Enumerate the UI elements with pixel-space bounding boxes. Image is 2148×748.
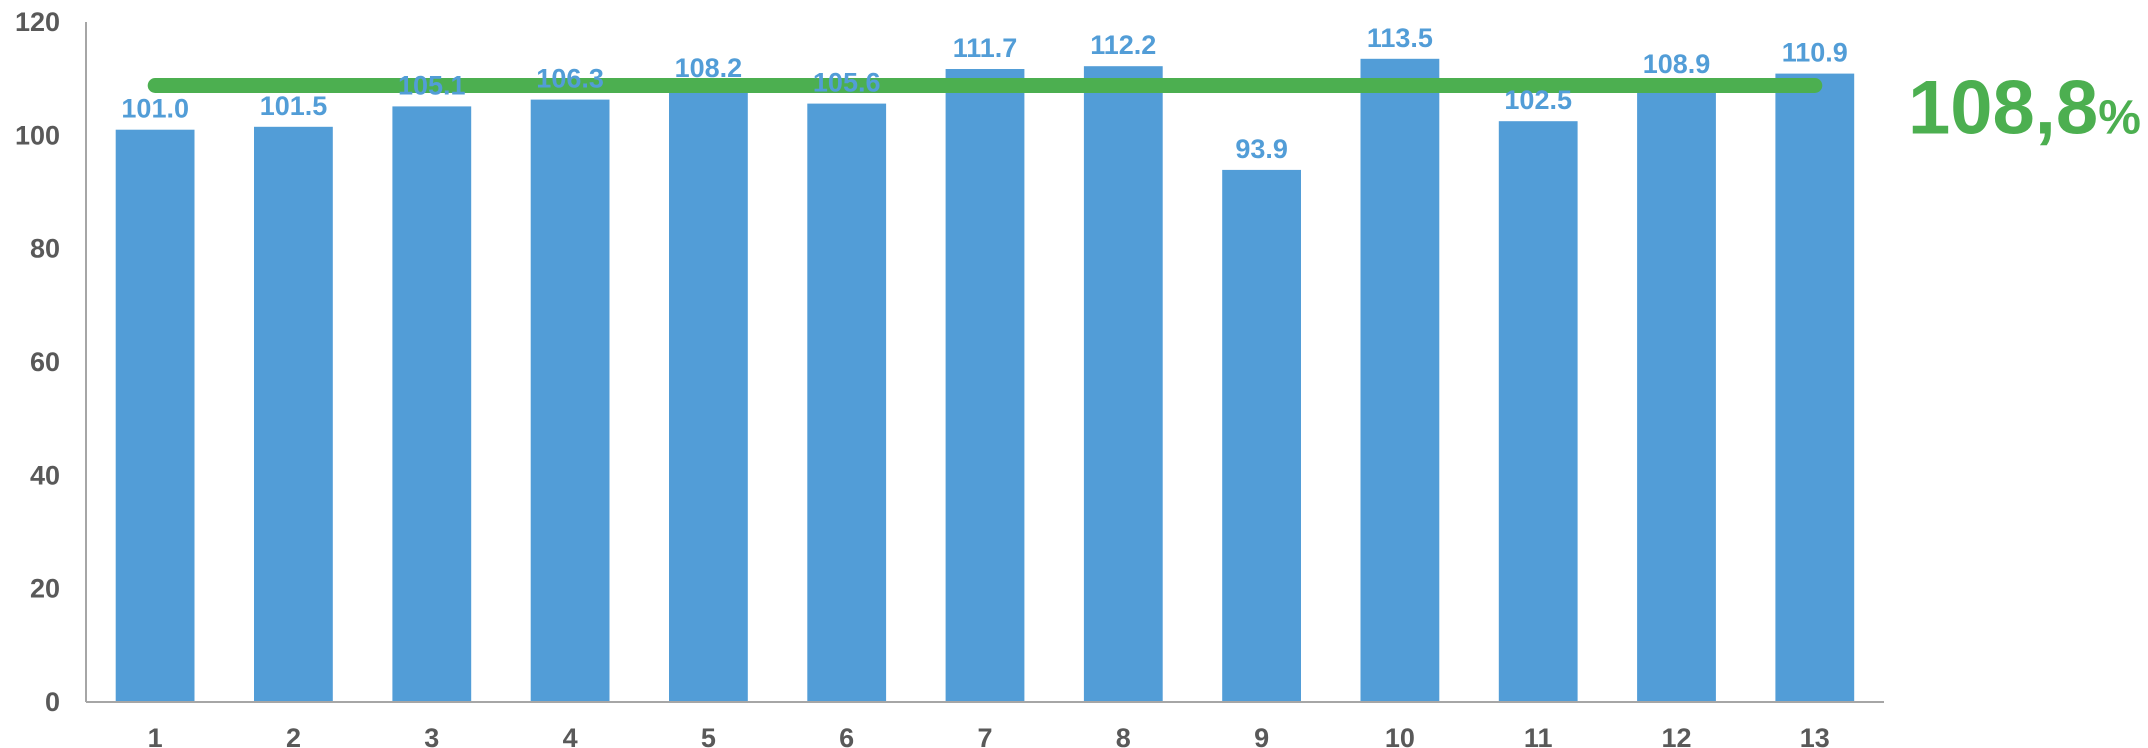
x-tick-label-7: 7 xyxy=(977,723,992,748)
bar-10 xyxy=(1360,58,1440,703)
x-tick-label-12: 12 xyxy=(1661,723,1691,748)
bar-5 xyxy=(669,88,748,702)
x-tick-label-3: 3 xyxy=(424,723,439,748)
data-label-11: 102.5 xyxy=(1504,85,1572,115)
bar-7 xyxy=(945,69,1025,702)
data-label-8: 112.2 xyxy=(1090,30,1156,60)
x-tick-label-8: 8 xyxy=(1116,723,1131,748)
data-label-6: 105.6 xyxy=(813,68,881,98)
data-label-10: 113.5 xyxy=(1367,23,1433,53)
bar-9 xyxy=(1222,169,1301,702)
x-tick-label-2: 2 xyxy=(286,723,301,748)
x-tick-label-5: 5 xyxy=(701,723,716,748)
data-label-9: 93.9 xyxy=(1235,134,1288,164)
data-labels-group: 101.0 101.5 105.1 106.3 108.2 105.6 111.7 112.2… xyxy=(121,23,1847,164)
y-tick-label-120: 120 xyxy=(15,7,60,37)
y-tick-label-60: 60 xyxy=(30,347,60,377)
x-tick-label-9: 9 xyxy=(1254,723,1269,748)
bar-8 xyxy=(1083,66,1163,702)
x-tick-label-1: 1 xyxy=(148,723,163,748)
data-label-1: 101.0 xyxy=(121,94,189,124)
data-label-7: 111.7 xyxy=(953,33,1018,63)
bars-group xyxy=(115,58,1855,703)
data-label-3: 105.1 xyxy=(398,70,466,100)
y-tick-label-80: 80 xyxy=(30,234,60,264)
average-annotation-unit: % xyxy=(2098,92,2141,145)
data-label-4: 106.3 xyxy=(536,64,604,94)
bar-6 xyxy=(807,103,887,703)
x-tick-label-11: 11 xyxy=(1524,723,1553,748)
y-tick-label-0: 0 xyxy=(45,687,60,717)
x-tick-label-13: 13 xyxy=(1800,723,1830,748)
data-label-12: 108.9 xyxy=(1643,49,1711,79)
x-tick-label-10: 10 xyxy=(1385,723,1415,748)
bar-12 xyxy=(1637,84,1716,702)
bar-1 xyxy=(115,129,195,702)
y-tick-label-40: 40 xyxy=(30,460,60,490)
y-tick-label-100: 100 xyxy=(15,120,60,150)
data-label-13: 110.9 xyxy=(1782,38,1848,68)
bar-4 xyxy=(530,99,610,703)
bar-11 xyxy=(1498,121,1578,702)
x-tick-label-6: 6 xyxy=(839,723,854,748)
x-tick-label-4: 4 xyxy=(563,723,578,748)
data-label-5: 108.2 xyxy=(675,53,743,83)
x-tick-labels: 1 2 3 4 5 6 7 8 9 10 11 12 13 xyxy=(148,723,1830,748)
y-tick-label-20: 20 xyxy=(30,574,60,604)
bar-3 xyxy=(392,106,472,702)
average-annotation-number: 108,8 xyxy=(1908,66,2098,151)
data-label-2: 101.5 xyxy=(260,91,328,121)
bar-2 xyxy=(254,126,333,703)
axes-group xyxy=(85,22,1884,703)
bar-13 xyxy=(1775,73,1855,703)
average-annotation: 108,8% xyxy=(1908,66,2141,151)
y-tick-labels: 0 20 40 60 80 100 120 xyxy=(15,7,60,717)
